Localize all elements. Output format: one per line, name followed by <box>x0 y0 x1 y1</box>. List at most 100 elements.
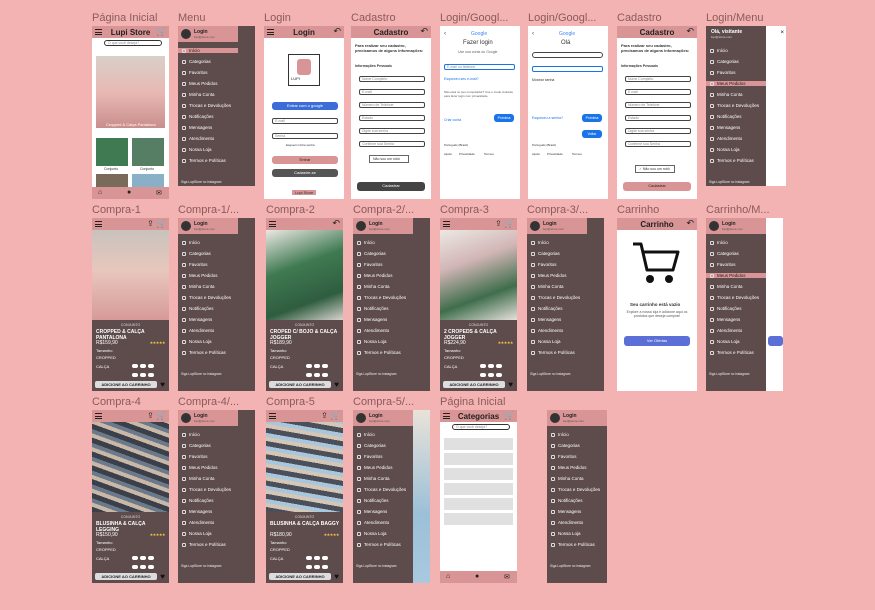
menu-item[interactable]: Categorias <box>182 443 211 448</box>
menu-item[interactable]: Favoritos <box>182 454 208 459</box>
email-field[interactable]: E-mail <box>625 89 691 95</box>
menu-item[interactable]: Nossa Loja <box>710 339 740 344</box>
menu-item[interactable]: Categorias <box>710 251 739 256</box>
add-to-cart-button[interactable]: ADICIONE AO CARRINHO <box>269 381 331 388</box>
enter-button[interactable]: Entrar <box>272 156 338 164</box>
size-options[interactable] <box>480 355 504 373</box>
menu-item[interactable]: Notificações <box>710 114 742 119</box>
name-field[interactable]: Nome Completo <box>359 76 425 82</box>
heart-icon[interactable]: ♥ <box>508 380 513 389</box>
cart-icon[interactable]: ⇪ 🛒 <box>147 411 166 420</box>
captcha-checkbox[interactable]: Não sou um robô <box>369 155 409 163</box>
add-to-cart-button[interactable]: ADICIONE AO CARRINHO <box>95 573 157 580</box>
home-icon[interactable]: ⌂ <box>98 189 103 196</box>
menu-item[interactable]: Início <box>182 240 200 245</box>
size-options[interactable] <box>306 547 330 565</box>
user-icon[interactable]: ● <box>475 573 480 580</box>
menu-item[interactable]: Categorias <box>182 251 211 256</box>
menu-item[interactable]: Nossa Loja <box>710 147 740 152</box>
show-password-checkbox[interactable]: Mostrar senha <box>532 78 555 82</box>
menu-item[interactable]: Favoritos <box>357 454 383 459</box>
help-link[interactable]: Ajuda <box>532 152 540 156</box>
menu-item[interactable]: Notificações <box>357 306 389 311</box>
menu-item[interactable]: Nossa Loja <box>357 531 387 536</box>
category-placeholder[interactable] <box>444 438 513 450</box>
cart-icon[interactable]: 🛒 <box>156 27 166 36</box>
menu-item[interactable]: Atendimento <box>182 328 214 333</box>
heart-icon[interactable]: ♥ <box>334 572 339 581</box>
menu-item[interactable]: Trocas e Devoluções <box>357 487 406 492</box>
size-options[interactable] <box>132 364 156 382</box>
menu-item[interactable]: Meus Pedidos <box>531 273 567 278</box>
menu-item[interactable]: Início <box>710 48 728 53</box>
menu-item[interactable]: Termos e Políticas <box>182 158 226 163</box>
menu-item[interactable]: Meus Pedidos <box>182 273 218 278</box>
menu-item[interactable]: Nossa Loja <box>551 531 581 536</box>
heart-icon[interactable]: ♥ <box>160 572 165 581</box>
menu-item[interactable]: Meus Pedidos <box>706 81 766 86</box>
next-button[interactable]: Próxima <box>582 114 602 122</box>
menu-item[interactable]: Minha Conta <box>182 476 215 481</box>
menu-item[interactable]: Início <box>710 240 728 245</box>
menu-item[interactable]: Notificações <box>710 306 742 311</box>
menu-item[interactable]: Nossa Loja <box>182 147 212 152</box>
menu-item[interactable]: Atendimento <box>182 520 214 525</box>
email-field[interactable]: E-mail <box>359 89 425 95</box>
menu-item[interactable]: Meus Pedidos <box>706 273 766 278</box>
hamburger-icon[interactable] <box>443 413 450 419</box>
menu-item[interactable]: Meus Pedidos <box>357 273 393 278</box>
menu-item[interactable]: Mensagens <box>182 317 212 322</box>
menu-item[interactable]: Mensagens <box>710 125 740 130</box>
menu-item[interactable]: Início <box>357 432 375 437</box>
category-placeholder[interactable] <box>444 453 513 465</box>
menu-item[interactable]: Favoritos <box>357 262 383 267</box>
hamburger-icon[interactable] <box>95 29 102 35</box>
menu-item[interactable]: Categorias <box>182 59 211 64</box>
phone-field[interactable]: Número de Telefone <box>625 102 691 108</box>
menu-item[interactable]: Mensagens <box>710 317 740 322</box>
privacy-link[interactable]: Privacidade <box>459 152 475 156</box>
search-input[interactable]: O que você deseja? <box>452 424 510 430</box>
user-icon[interactable]: ● <box>127 189 132 196</box>
menu-item[interactable]: Mensagens <box>357 317 387 322</box>
size-options[interactable] <box>306 556 330 574</box>
menu-item[interactable]: Notificações <box>551 498 583 503</box>
email-field[interactable]: E-mail <box>272 118 338 124</box>
menu-item[interactable]: Atendimento <box>710 136 742 141</box>
menu-item[interactable]: Atendimento <box>182 136 214 141</box>
email-field[interactable]: E-mail ou telefone <box>444 64 515 70</box>
menu-item[interactable]: Mensagens <box>531 317 561 322</box>
create-account-link[interactable]: Criar conta <box>444 118 462 122</box>
back-arrow-icon[interactable]: ↶ <box>420 26 428 36</box>
menu-item[interactable]: Trocas e Devoluções <box>531 295 580 300</box>
menu-item[interactable]: Termos e Políticas <box>357 542 401 547</box>
menu-item[interactable]: Favoritos <box>710 70 736 75</box>
menu-item[interactable]: Trocas e Devoluções <box>357 295 406 300</box>
password-field[interactable]: Digite sua senha <box>359 128 425 134</box>
menu-item[interactable]: Início <box>178 48 238 53</box>
back-arrow-icon[interactable]: ↶ <box>332 218 340 228</box>
home-icon[interactable]: ⌂ <box>446 573 451 580</box>
menu-item[interactable]: Minha Conta <box>551 476 584 481</box>
add-to-cart-button[interactable]: ADICIONE AO CARRINHO <box>95 381 157 388</box>
hamburger-icon[interactable] <box>269 413 276 419</box>
menu-item[interactable]: Meus Pedidos <box>182 81 218 86</box>
google-login-button[interactable]: Entrar com o google <box>272 102 338 110</box>
menu-item[interactable]: Meus Pedidos <box>182 465 218 470</box>
menu-item[interactable]: Termos e Políticas <box>531 350 575 355</box>
back-arrow-icon[interactable]: ↶ <box>686 218 694 228</box>
menu-item[interactable]: Trocas e Devoluções <box>551 487 600 492</box>
back-button[interactable]: Voltar <box>582 130 602 138</box>
menu-item[interactable]: Mensagens <box>357 509 387 514</box>
menu-item[interactable]: Minha Conta <box>531 284 564 289</box>
add-to-cart-button[interactable]: ADICIONE AO CARRINHO <box>269 573 331 580</box>
menu-item[interactable]: Atendimento <box>551 520 583 525</box>
menu-item[interactable]: Favoritos <box>531 262 557 267</box>
menu-item[interactable]: Notificações <box>182 306 214 311</box>
menu-item[interactable]: Trocas e Devoluções <box>182 487 231 492</box>
menu-item[interactable]: Minha Conta <box>357 476 390 481</box>
menu-item[interactable]: Favoritos <box>710 262 736 267</box>
size-options[interactable] <box>306 355 330 373</box>
menu-item[interactable]: Nossa Loja <box>531 339 561 344</box>
register-submit-button[interactable]: Cadastrar <box>357 182 425 191</box>
